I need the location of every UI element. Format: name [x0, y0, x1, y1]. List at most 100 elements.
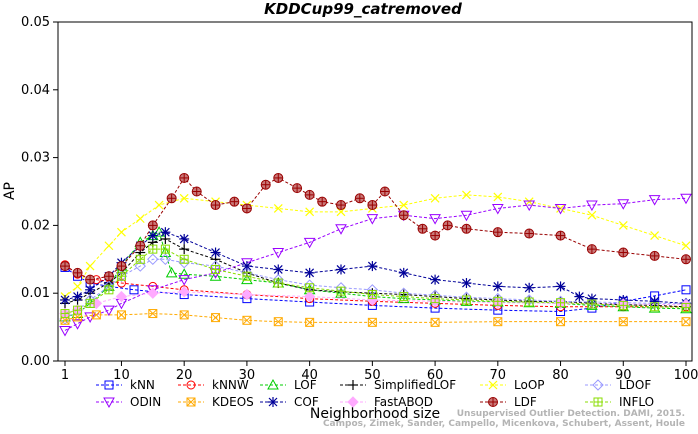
series-INFLO — [60, 244, 691, 319]
point-ODIN-20 — [617, 199, 630, 210]
point-LDF-24 — [430, 230, 441, 241]
point-KDEOS-13 — [556, 317, 566, 327]
x-tick-label-3: 30 — [239, 368, 256, 383]
point-INFLO-3 — [104, 285, 114, 295]
y-tick-label-5: 0.05 — [21, 15, 50, 30]
point-ODIN-19 — [586, 200, 598, 212]
point-INFLO-19 — [524, 297, 534, 307]
legend-item-LOF: LOF — [260, 378, 317, 392]
point-LDF-13 — [260, 179, 271, 190]
series-line-ODIN — [64, 197, 687, 331]
point-LOF-12 — [241, 273, 253, 285]
point-COF-18 — [492, 281, 503, 292]
point-INFLO-1 — [73, 305, 83, 315]
point-INFLO-21 — [587, 299, 597, 309]
legend-marker-ODIN — [103, 397, 115, 409]
legend-item-FastABOD: FastABOD — [340, 395, 433, 409]
point-LDF-10 — [210, 200, 221, 211]
point-ODIN-21 — [648, 195, 661, 206]
point-INFLO-16 — [430, 294, 440, 304]
point-LDF-4 — [116, 261, 127, 272]
point-LDOF-7 — [159, 253, 172, 266]
point-ODIN-10 — [303, 237, 316, 249]
point-LoOP-7 — [179, 193, 189, 203]
point-KDEOS-8 — [273, 317, 283, 327]
legend-label-kNNW: kNNW — [212, 378, 249, 392]
point-FastABOD-7 — [303, 290, 316, 303]
point-COF-13 — [336, 264, 346, 275]
x-tick-label-5: 50 — [364, 368, 381, 383]
point-INFLO-9 — [211, 264, 221, 274]
point-LDF-0 — [60, 261, 70, 272]
point-FastABOD-4 — [147, 287, 159, 299]
point-LDF-9 — [191, 186, 202, 197]
point-LOF-19 — [460, 295, 473, 306]
point-INFLO-6 — [148, 244, 158, 254]
legend-marker-KDEOS — [186, 397, 196, 407]
point-kNN-15 — [681, 285, 691, 295]
point-INFLO-14 — [367, 290, 377, 300]
point-COF-10 — [241, 261, 252, 272]
point-COF-7 — [160, 227, 171, 238]
legend-item-ODIN: ODIN — [96, 395, 161, 409]
point-COF-2 — [85, 284, 96, 295]
legend-label-kNN: kNN — [130, 378, 155, 392]
point-LDF-28 — [524, 228, 535, 239]
legend-item-COF: COF — [260, 395, 319, 409]
point-INFLO-20 — [556, 298, 566, 308]
chart-title: KDDCup99_catremoved — [264, 0, 462, 18]
point-LOF-15 — [335, 287, 347, 298]
point-ODIN-6 — [178, 275, 191, 286]
series-layer — [59, 172, 692, 337]
point-INFLO-4 — [116, 271, 126, 281]
point-COF-9 — [210, 247, 221, 258]
point-INFLO-11 — [273, 278, 283, 288]
legend-marker-LDOF — [592, 379, 604, 391]
point-LDF-27 — [492, 227, 503, 238]
point-LOF-11 — [209, 270, 222, 281]
x-tick-label-6: 60 — [427, 368, 444, 383]
point-COF-12 — [304, 267, 315, 278]
point-ODIN-3 — [103, 305, 115, 317]
point-ODIN-15 — [460, 210, 473, 222]
point-LDF-5 — [135, 240, 146, 251]
point-LDF-17 — [317, 196, 328, 207]
legend-marker-SimplifiedLOF — [348, 380, 358, 390]
point-LDF-19 — [354, 193, 365, 204]
point-LDF-8 — [179, 172, 190, 183]
point-LoOP-15 — [430, 193, 440, 203]
point-LOF-26 — [680, 302, 692, 314]
series-line-LDOF — [64, 258, 686, 320]
x-tick-label-10: 100 — [674, 368, 698, 383]
watermark-line-2: Campos, Zimek, Sander, Campello, Micenko… — [323, 419, 685, 429]
point-KDEOS-15 — [681, 317, 691, 327]
y-tick-label-2: 0.02 — [21, 218, 50, 233]
point-LDF-15 — [292, 183, 303, 194]
point-INFLO-15 — [399, 292, 409, 302]
legend-item-KDEOS: KDEOS — [178, 395, 254, 409]
point-ODIN-17 — [523, 200, 536, 212]
series-markers-INFLO — [60, 244, 691, 319]
point-ODIN-0 — [59, 325, 71, 337]
legend-item-INFLO: INFLO — [585, 395, 654, 409]
point-LDF-25 — [442, 220, 453, 231]
series-markers-LDF — [60, 172, 691, 285]
point-ODIN-9 — [272, 248, 285, 259]
legend-label-LDF: LDF — [514, 395, 537, 409]
series-LDF — [60, 172, 691, 285]
point-LDF-1 — [72, 267, 83, 278]
series-ODIN — [59, 193, 692, 337]
x-tick-label-7: 70 — [490, 368, 507, 383]
legend-marker-kNN — [104, 380, 114, 390]
point-LDF-18 — [336, 200, 346, 211]
point-INFLO-12 — [305, 283, 315, 293]
y-tick-label-4: 0.04 — [21, 83, 50, 98]
point-SimplifiedLOF-8 — [179, 244, 190, 255]
point-COF-20 — [555, 281, 566, 292]
y-tick-label-1: 0.01 — [21, 286, 50, 301]
point-INFLO-0 — [60, 309, 70, 319]
point-LDF-20 — [367, 200, 378, 211]
legend-marker-LOF — [267, 378, 279, 390]
point-FastABOD-6 — [241, 288, 253, 301]
